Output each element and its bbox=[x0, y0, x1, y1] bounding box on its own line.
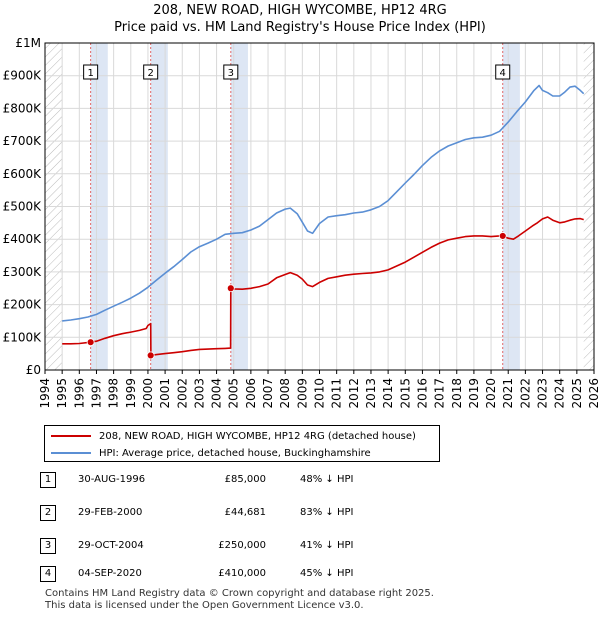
chart-title: 208, NEW ROAD, HIGH WYCOMBE, HP12 4RG bbox=[153, 3, 447, 18]
y-tick-label: £200K bbox=[3, 298, 43, 312]
x-tick-label: 2016 bbox=[415, 378, 429, 409]
price-chart: 1 2 3 4 £0 £100K £200K £300K £400K £500K £600K £70… bbox=[3, 36, 600, 409]
sale-point bbox=[498, 232, 507, 240]
x-tick-label: 2009 bbox=[295, 378, 309, 409]
x-tick-label: 2000 bbox=[141, 378, 155, 409]
x-tick-label: 2004 bbox=[210, 378, 224, 409]
chart-title-block: 208, NEW ROAD, HIGH WYCOMBE, HP12 4RG Pr… bbox=[0, 2, 600, 36]
legend-swatch-hpi bbox=[51, 452, 91, 454]
x-tick-label: 2022 bbox=[518, 378, 532, 409]
property-price-line bbox=[62, 216, 584, 357]
y-tick-label: £900K bbox=[3, 69, 43, 83]
x-tick-label: 1995 bbox=[55, 378, 69, 409]
transaction-date: 30-AUG-1996 bbox=[78, 474, 146, 485]
x-tick-label: 2024 bbox=[553, 378, 567, 409]
y-tick-label: £800K bbox=[3, 101, 43, 115]
table-row: 1 30-AUG-1996 £85,000 48% ↓ HPI bbox=[0, 470, 600, 490]
legend-swatch-property bbox=[51, 435, 91, 437]
x-tick-label: 1994 bbox=[38, 378, 52, 409]
transaction-marker: 2 bbox=[40, 505, 56, 521]
transaction-date: 29-OCT-2004 bbox=[78, 540, 144, 551]
hpi-line bbox=[62, 84, 585, 322]
x-tick-label: 2003 bbox=[192, 378, 206, 409]
x-tick-label: 2002 bbox=[175, 378, 189, 409]
x-tick-label: 2001 bbox=[158, 378, 172, 409]
attribution-line-2: This data is licensed under the Open Gov… bbox=[45, 600, 364, 611]
sale-marker-box bbox=[223, 64, 239, 80]
sale-marker-box bbox=[495, 64, 511, 80]
transaction-hpi-diff: 48% ↓ HPI bbox=[300, 474, 354, 485]
transaction-marker: 1 bbox=[40, 472, 56, 488]
x-tick-label: 2013 bbox=[364, 378, 378, 409]
transaction-price: £44,681 bbox=[224, 507, 266, 518]
y-tick-label: £0 bbox=[26, 363, 41, 377]
transaction-price: £250,000 bbox=[218, 540, 266, 551]
y-tick-label: £500K bbox=[3, 200, 43, 214]
x-tick-label: 2026 bbox=[587, 378, 600, 409]
transaction-marker: 3 bbox=[40, 538, 56, 554]
legend-item-property: 208, NEW ROAD, HIGH WYCOMBE, HP12 4RG (d… bbox=[51, 428, 416, 444]
y-tick-label: £300K bbox=[3, 265, 43, 279]
table-row: 3 29-OCT-2004 £250,000 41% ↓ HPI bbox=[0, 536, 600, 556]
table-row: 4 04-SEP-2020 £410,000 45% ↓ HPI bbox=[0, 564, 600, 584]
sale-marker-label: 1 bbox=[87, 68, 93, 79]
table-row: 2 29-FEB-2000 £44,681 83% ↓ HPI bbox=[0, 503, 600, 523]
y-tick-label: £100K bbox=[3, 330, 43, 344]
transaction-date: 04-SEP-2020 bbox=[78, 568, 142, 579]
transaction-hpi-diff: 41% ↓ HPI bbox=[300, 540, 354, 551]
x-tick-label: 2015 bbox=[398, 378, 412, 409]
x-tick-label: 2010 bbox=[313, 378, 327, 409]
x-tick-label: 1996 bbox=[72, 378, 86, 409]
x-tick-label: 1997 bbox=[89, 378, 103, 409]
x-tick-label: 2025 bbox=[570, 378, 584, 409]
x-tick-label: 2014 bbox=[381, 378, 395, 409]
x-tick-label: 2020 bbox=[484, 378, 498, 409]
x-tick-label: 2021 bbox=[501, 378, 515, 409]
plot-frame bbox=[44, 42, 595, 371]
sale-point bbox=[86, 338, 95, 347]
x-tick-label: 2012 bbox=[347, 378, 361, 409]
x-tick-label: 1999 bbox=[124, 378, 138, 409]
legend-label-property: 208, NEW ROAD, HIGH WYCOMBE, HP12 4RG (d… bbox=[99, 430, 416, 442]
chart-legend: 208, NEW ROAD, HIGH WYCOMBE, HP12 4RG (d… bbox=[44, 425, 440, 462]
y-tick-label: £700K bbox=[3, 134, 43, 148]
transaction-hpi-diff: 45% ↓ HPI bbox=[300, 568, 354, 579]
x-tick-label: 2011 bbox=[330, 378, 344, 409]
transaction-hpi-diff: 83% ↓ HPI bbox=[300, 507, 354, 518]
transaction-price: £85,000 bbox=[224, 474, 266, 485]
legend-item-hpi: HPI: Average price, detached house, Buck… bbox=[51, 445, 371, 461]
x-tick-label: 2019 bbox=[467, 378, 481, 409]
transaction-price: £410,000 bbox=[218, 568, 266, 579]
sale-point bbox=[146, 351, 155, 360]
x-tick-label: 2008 bbox=[278, 378, 292, 409]
x-tick-label: 2018 bbox=[450, 378, 464, 409]
x-tick-label: 2017 bbox=[433, 378, 447, 409]
transaction-marker: 4 bbox=[40, 566, 56, 582]
y-tick-label: £600K bbox=[3, 167, 43, 181]
chart-subtitle: Price paid vs. HM Land Registry's House … bbox=[114, 20, 486, 35]
sale-marker-box bbox=[83, 64, 99, 80]
x-tick-label: 2023 bbox=[536, 378, 550, 409]
sale-point bbox=[226, 284, 235, 293]
sale-marker-label: 4 bbox=[500, 68, 506, 79]
y-tick-label: £400K bbox=[3, 232, 43, 246]
x-tick-label: 2006 bbox=[244, 378, 258, 409]
sale-marker-label: 3 bbox=[228, 68, 234, 79]
transaction-date: 29-FEB-2000 bbox=[78, 507, 143, 518]
x-tick-label: 1998 bbox=[107, 378, 121, 409]
attribution-line-1: Contains HM Land Registry data © Crown c… bbox=[45, 588, 434, 599]
y-tick-label: £1M bbox=[15, 36, 41, 50]
x-tick-label: 2005 bbox=[227, 378, 241, 409]
legend-label-hpi: HPI: Average price, detached house, Buck… bbox=[99, 447, 371, 459]
x-tick-label: 2007 bbox=[261, 378, 275, 409]
sale-marker-box bbox=[143, 64, 159, 80]
attribution-footer: Contains HM Land Registry data © Crown c… bbox=[45, 588, 434, 612]
sale-marker-label: 2 bbox=[147, 68, 153, 79]
